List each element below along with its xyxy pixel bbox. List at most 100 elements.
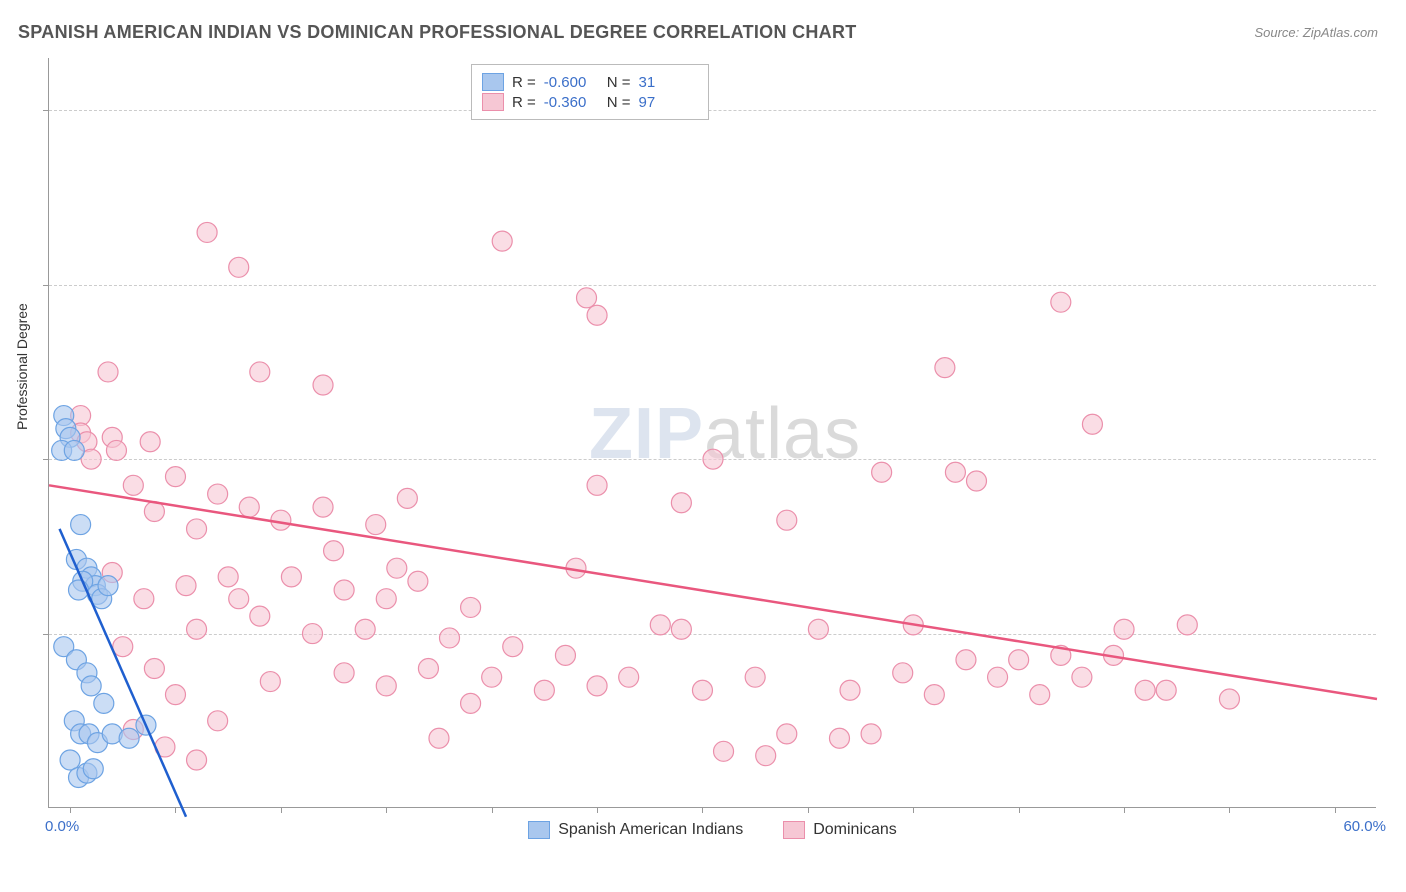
x-tick	[175, 807, 176, 813]
data-point	[113, 637, 133, 657]
swatch-icon	[482, 93, 504, 111]
data-point	[671, 493, 691, 513]
data-point	[440, 628, 460, 648]
data-point	[313, 375, 333, 395]
y-axis-label: Professional Degree	[14, 303, 30, 430]
data-point	[165, 467, 185, 487]
data-point	[840, 680, 860, 700]
chart-svg	[49, 58, 1376, 807]
source-label: Source: ZipAtlas.com	[1254, 25, 1378, 40]
legend-row: R = -0.360 N = 97	[482, 93, 694, 111]
legend-item: Spanish American Indians	[528, 821, 743, 839]
data-point	[756, 746, 776, 766]
data-point	[1219, 689, 1239, 709]
data-point	[461, 693, 481, 713]
x-tick	[386, 807, 387, 813]
x-tick	[70, 807, 71, 813]
data-point	[83, 759, 103, 779]
x-tick	[808, 807, 809, 813]
data-point	[140, 432, 160, 452]
data-point	[260, 672, 280, 692]
data-point	[302, 624, 322, 644]
r-label: R =	[512, 94, 536, 111]
data-point	[71, 515, 91, 535]
data-point	[1072, 667, 1092, 687]
data-point	[187, 619, 207, 639]
data-point	[671, 619, 691, 639]
data-point	[123, 475, 143, 495]
data-point	[208, 484, 228, 504]
data-point	[924, 685, 944, 705]
data-point	[861, 724, 881, 744]
data-point	[587, 676, 607, 696]
series-legend: Spanish American Indians Dominicans	[49, 821, 1376, 839]
legend-label: Spanish American Indians	[558, 821, 743, 839]
y-tick	[43, 459, 49, 460]
legend-label: Dominicans	[813, 821, 897, 839]
data-point	[714, 741, 734, 761]
data-point	[324, 541, 344, 561]
data-point	[106, 440, 126, 460]
data-point	[408, 571, 428, 591]
x-tick	[913, 807, 914, 813]
data-point	[1156, 680, 1176, 700]
r-value: -0.360	[544, 94, 599, 111]
data-point	[988, 667, 1008, 687]
swatch-icon	[482, 73, 504, 91]
x-tick	[1335, 807, 1336, 813]
data-point	[208, 711, 228, 731]
data-point	[429, 728, 449, 748]
swatch-icon	[783, 821, 805, 839]
swatch-icon	[528, 821, 550, 839]
data-point	[935, 358, 955, 378]
data-point	[313, 497, 333, 517]
y-tick	[43, 634, 49, 635]
data-point	[872, 462, 892, 482]
n-value: 97	[639, 94, 694, 111]
r-value: -0.600	[544, 74, 599, 91]
data-point	[703, 449, 723, 469]
data-point	[956, 650, 976, 670]
n-label: N =	[607, 94, 631, 111]
data-point	[81, 676, 101, 696]
x-tick	[702, 807, 703, 813]
data-point	[482, 667, 502, 687]
data-point	[534, 680, 554, 700]
data-point	[1114, 619, 1134, 639]
data-point	[503, 637, 523, 657]
data-point	[1135, 680, 1155, 700]
data-point	[281, 567, 301, 587]
n-label: N =	[607, 74, 631, 91]
legend-item: Dominicans	[783, 821, 897, 839]
legend-row: R = -0.600 N = 31	[482, 73, 694, 91]
data-point	[250, 362, 270, 382]
data-point	[777, 510, 797, 530]
x-tick	[492, 807, 493, 813]
y-tick	[43, 110, 49, 111]
x-tick	[1124, 807, 1125, 813]
data-point	[945, 462, 965, 482]
data-point	[334, 580, 354, 600]
data-point	[134, 589, 154, 609]
data-point	[197, 222, 217, 242]
data-point	[376, 676, 396, 696]
data-point	[650, 615, 670, 635]
trend-line-dominicans	[49, 485, 1377, 699]
data-point	[355, 619, 375, 639]
data-point	[98, 362, 118, 382]
data-point	[1009, 650, 1029, 670]
data-point	[555, 645, 575, 665]
data-point	[492, 231, 512, 251]
y-tick	[43, 285, 49, 286]
data-point	[187, 750, 207, 770]
data-point	[334, 663, 354, 683]
data-point	[144, 658, 164, 678]
data-point	[829, 728, 849, 748]
data-point	[397, 488, 417, 508]
x-tick	[1229, 807, 1230, 813]
correlation-legend: R = -0.600 N = 31 R = -0.360 N = 97	[471, 64, 709, 120]
data-point	[587, 475, 607, 495]
chart-title: SPANISH AMERICAN INDIAN VS DOMINICAN PRO…	[18, 22, 857, 43]
data-point	[239, 497, 259, 517]
data-point	[777, 724, 797, 744]
